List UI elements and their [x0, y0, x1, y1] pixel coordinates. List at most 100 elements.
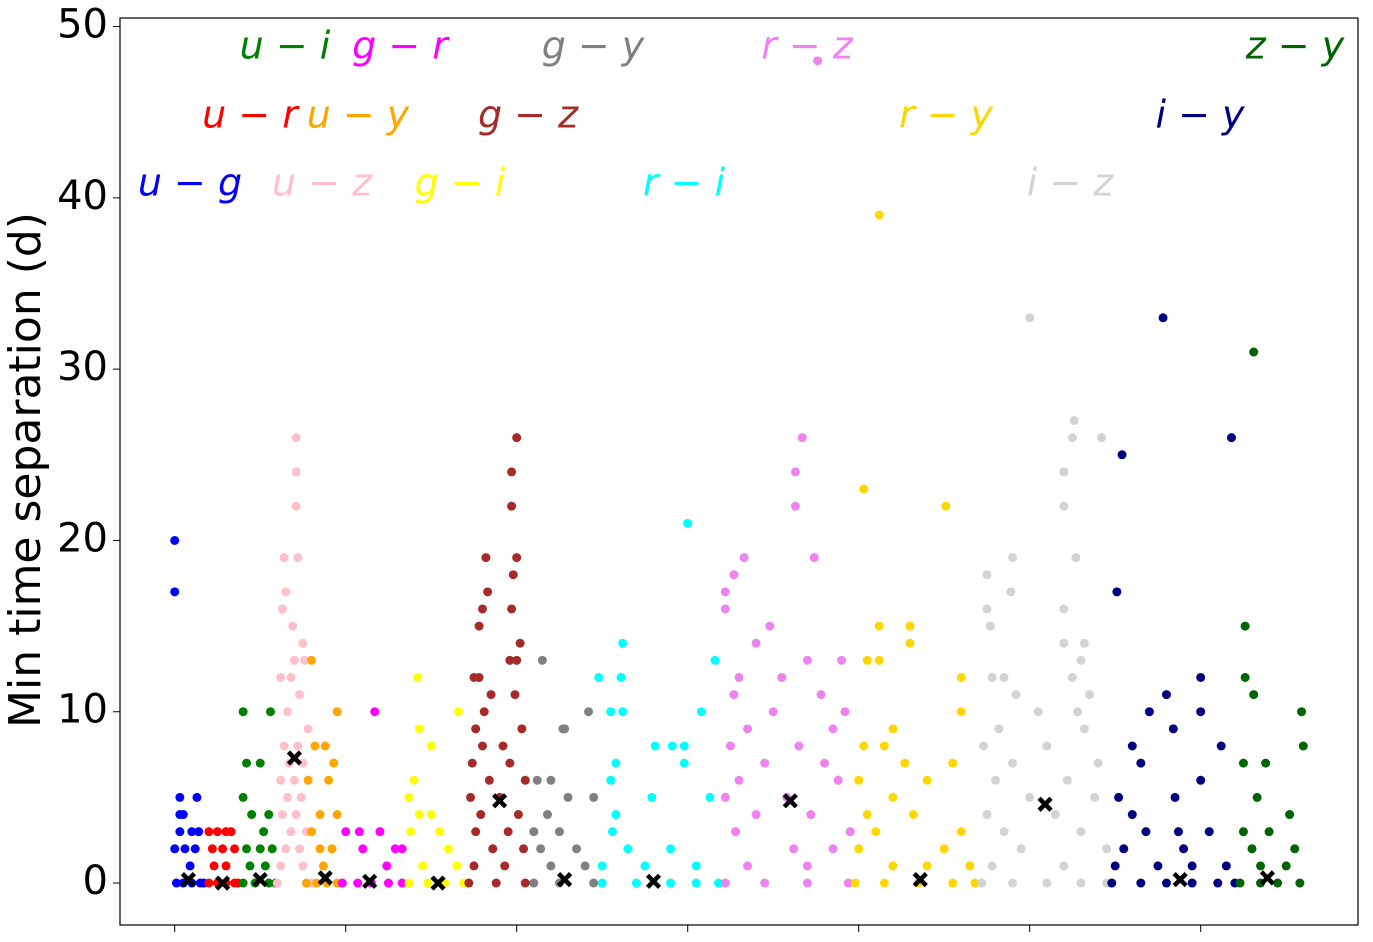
point [760, 758, 770, 768]
point [1059, 501, 1069, 511]
point [298, 638, 308, 648]
point [797, 433, 807, 443]
point [731, 827, 741, 837]
point [481, 553, 491, 563]
group-label: g − y [542, 24, 645, 68]
point [606, 707, 616, 717]
point [507, 467, 517, 477]
point [859, 484, 869, 494]
point [1067, 672, 1077, 682]
point [318, 861, 328, 871]
point [982, 810, 992, 820]
point [260, 861, 270, 871]
point [265, 707, 275, 717]
point [255, 844, 265, 854]
point [640, 861, 650, 871]
point [1226, 433, 1236, 443]
point [512, 433, 522, 443]
point [484, 775, 494, 785]
group-label: r − z [761, 24, 854, 68]
point [413, 672, 423, 682]
point [443, 844, 453, 854]
point [970, 878, 980, 888]
point [175, 792, 185, 802]
group-label: u − y [307, 93, 410, 137]
point [1297, 707, 1307, 717]
point [1179, 844, 1189, 854]
point [452, 861, 462, 871]
point [353, 878, 363, 888]
point [939, 844, 949, 854]
point [471, 827, 481, 837]
point [423, 878, 433, 888]
point [288, 621, 298, 631]
point [390, 844, 400, 854]
point [1008, 553, 1018, 563]
point [1153, 861, 1163, 871]
point [1295, 878, 1305, 888]
point [259, 827, 269, 837]
point [850, 878, 860, 888]
point [414, 810, 424, 820]
point [833, 775, 843, 785]
point [720, 604, 730, 614]
point [1069, 416, 1079, 426]
median-marker [430, 875, 446, 891]
point [888, 792, 898, 802]
point [982, 570, 992, 580]
point [618, 707, 628, 717]
point [341, 827, 351, 837]
point [1196, 672, 1206, 682]
point [272, 878, 282, 888]
point [1050, 810, 1060, 820]
point [729, 690, 739, 700]
point [837, 655, 847, 665]
median-marker [1172, 872, 1188, 888]
point [1079, 638, 1089, 648]
point [900, 758, 910, 768]
point [597, 861, 607, 871]
point [1235, 878, 1245, 888]
point [765, 621, 775, 631]
point [474, 621, 484, 631]
point [332, 810, 342, 820]
point [464, 878, 474, 888]
point [426, 810, 436, 820]
median-marker [492, 793, 508, 809]
point [281, 587, 291, 597]
point [204, 878, 214, 888]
point [1141, 827, 1151, 837]
point [337, 878, 347, 888]
group-label: g − z [478, 93, 579, 137]
point [616, 672, 626, 682]
point [194, 827, 204, 837]
point [1173, 827, 1183, 837]
point [536, 844, 546, 854]
point [1285, 810, 1295, 820]
point [987, 672, 997, 682]
point [474, 672, 484, 682]
point [987, 861, 997, 871]
point [879, 741, 889, 751]
point [1008, 758, 1018, 768]
point [500, 861, 510, 871]
median-marker [180, 872, 196, 888]
point [512, 553, 522, 563]
point [512, 655, 522, 665]
point [310, 741, 320, 751]
point [871, 827, 881, 837]
point [283, 792, 293, 802]
point [888, 861, 898, 871]
point [315, 844, 325, 854]
point [1240, 672, 1250, 682]
point [1114, 792, 1124, 802]
point [513, 810, 523, 820]
point [289, 775, 299, 785]
point [1264, 827, 1274, 837]
point [1042, 878, 1052, 888]
point [819, 758, 829, 768]
point [1273, 878, 1283, 888]
point [713, 878, 723, 888]
point [606, 775, 616, 785]
point [332, 707, 342, 717]
